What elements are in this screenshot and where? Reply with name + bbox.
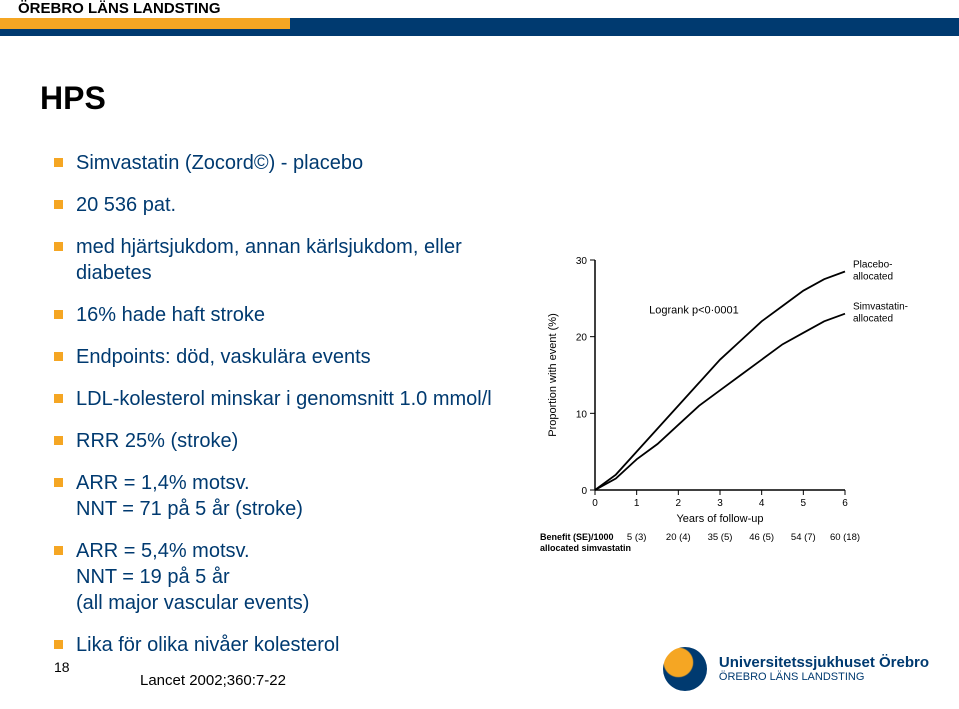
slide-header: ÖREBRO LÄNS LANDSTING bbox=[0, 0, 959, 36]
page-number: 18 bbox=[54, 659, 70, 675]
svg-text:20: 20 bbox=[576, 333, 588, 344]
svg-text:20 (4): 20 (4) bbox=[666, 532, 691, 543]
svg-text:30: 30 bbox=[576, 256, 588, 267]
svg-text:Years of follow-up: Years of follow-up bbox=[676, 513, 763, 525]
svg-text:allocated: allocated bbox=[853, 272, 893, 283]
svg-text:Benefit (SE)/1000: Benefit (SE)/1000 bbox=[540, 532, 614, 542]
bullet-item: RRR 25% (stroke) bbox=[54, 428, 524, 454]
bullet-item: ARR = 1,4% motsv. NNT = 71 på 5 år (stro… bbox=[54, 470, 524, 522]
svg-text:2: 2 bbox=[676, 498, 682, 509]
svg-text:60 (18): 60 (18) bbox=[830, 532, 860, 543]
svg-text:Placebo-: Placebo- bbox=[853, 260, 892, 271]
logo-line2: ÖREBRO LÄNS LANDSTING bbox=[719, 671, 929, 683]
svg-text:54 (7): 54 (7) bbox=[791, 532, 816, 543]
logo-text: Universitetssjukhuset Örebro ÖREBRO LÄNS… bbox=[719, 655, 929, 684]
svg-text:0: 0 bbox=[592, 498, 598, 509]
header-stripe-blue bbox=[290, 18, 959, 36]
bullet-item: 16% hade haft stroke bbox=[54, 302, 524, 328]
svg-text:allocated simvastatin: allocated simvastatin bbox=[540, 543, 631, 553]
svg-text:0: 0 bbox=[581, 486, 587, 497]
svg-text:4: 4 bbox=[759, 498, 765, 509]
svg-text:5: 5 bbox=[801, 498, 807, 509]
svg-text:Simvastatin-: Simvastatin- bbox=[853, 302, 908, 313]
svg-text:Proportion with event (%): Proportion with event (%) bbox=[547, 313, 559, 437]
bullet-item: Endpoints: död, vaskulära events bbox=[54, 344, 524, 370]
svg-text:35 (5): 35 (5) bbox=[708, 532, 733, 543]
svg-text:allocated: allocated bbox=[853, 314, 893, 325]
bullet-list: Simvastatin (Zocord©) - placebo 20 536 pa… bbox=[54, 150, 524, 674]
svg-text:3: 3 bbox=[717, 498, 723, 509]
svg-text:5 (3): 5 (3) bbox=[627, 532, 647, 543]
bullet-item: Lika för olika nivåer kolesterol bbox=[54, 632, 524, 658]
logo-line1: Universitetssjukhuset Örebro bbox=[719, 655, 929, 672]
bullet-item: 20 536 pat. bbox=[54, 192, 524, 218]
bullet-item: ARR = 5,4% motsv. NNT = 19 på 5 år (all … bbox=[54, 538, 524, 616]
slide-title: HPS bbox=[40, 80, 106, 117]
bullet-item: med hjärtsjukdom, annan kärlsjukdom, ell… bbox=[54, 234, 524, 286]
svg-text:6: 6 bbox=[842, 498, 848, 509]
svg-text:1: 1 bbox=[634, 498, 640, 509]
citation: Lancet 2002;360:7-22 bbox=[140, 672, 286, 689]
footer-logo: Universitetssjukhuset Örebro ÖREBRO LÄNS… bbox=[663, 647, 929, 691]
svg-text:46 (5): 46 (5) bbox=[749, 532, 774, 543]
org-label: ÖREBRO LÄNS LANDSTING bbox=[18, 0, 221, 17]
logo-icon bbox=[663, 647, 707, 691]
survival-chart: 0 10 20 30 0 1 2 3 4 5 6 Years of follow-up Proporti… bbox=[540, 250, 940, 590]
svg-text:Logrank p<0·0001: Logrank p<0·0001 bbox=[649, 305, 739, 317]
bullet-item: Simvastatin (Zocord©) - placebo bbox=[54, 150, 524, 176]
bullet-item: LDL-kolesterol minskar i genomsnitt 1.0 … bbox=[54, 386, 524, 412]
svg-text:10: 10 bbox=[576, 409, 588, 420]
